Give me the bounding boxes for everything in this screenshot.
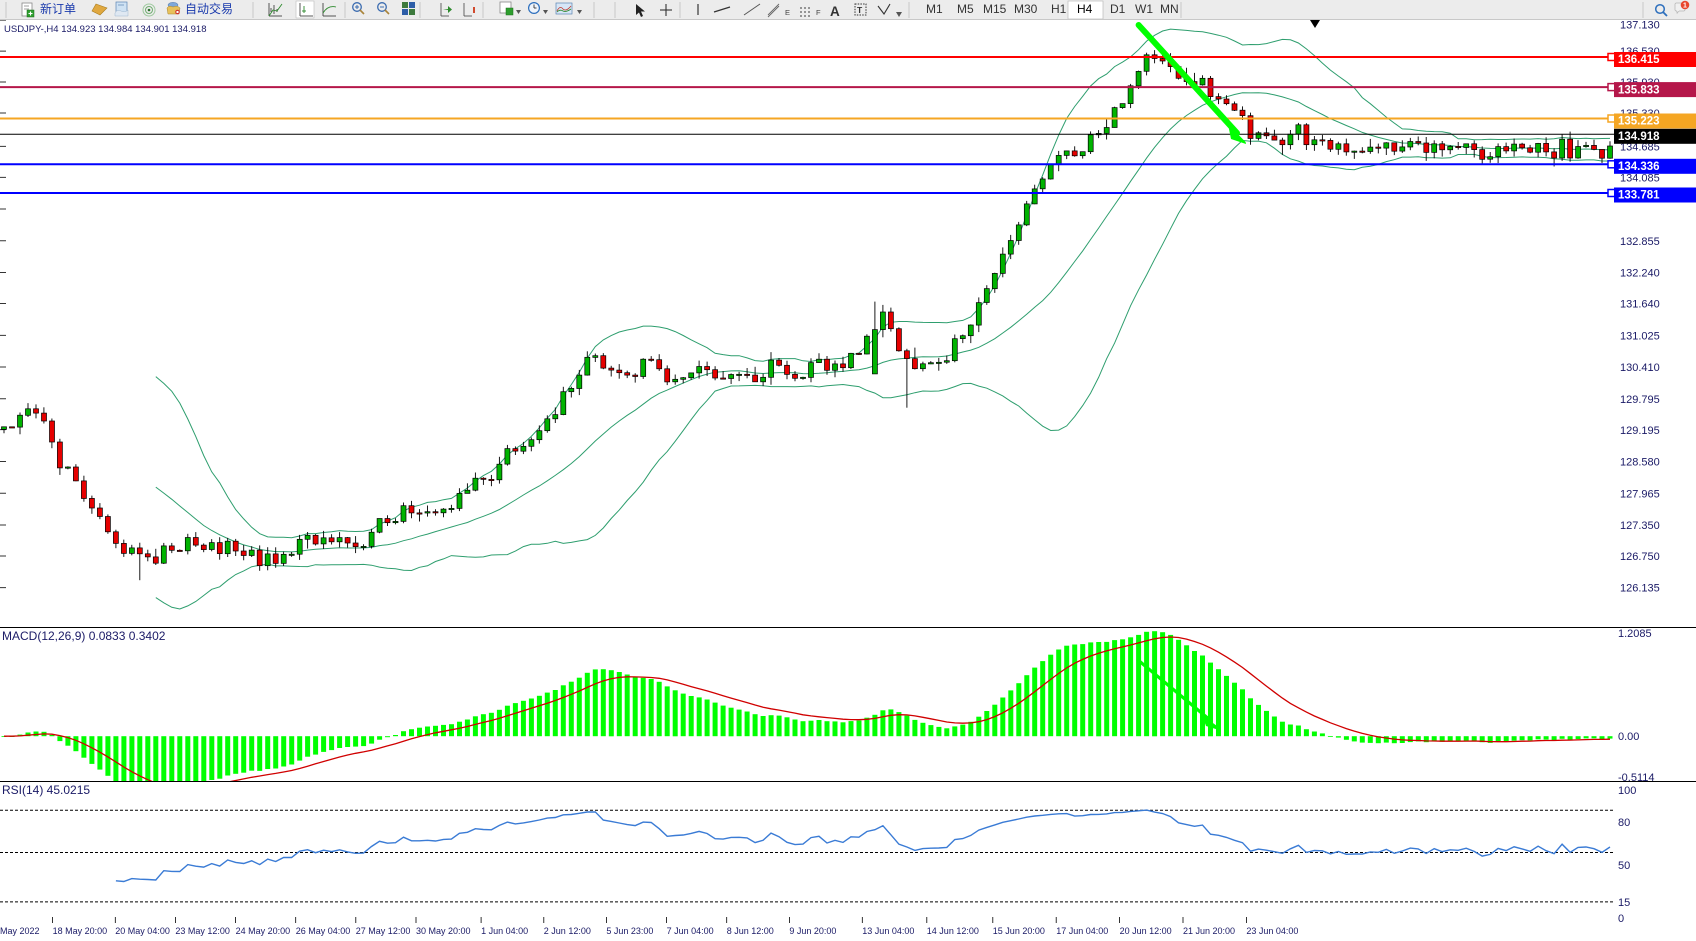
svg-text:A: A	[830, 4, 840, 19]
svg-text:自动交易: 自动交易	[185, 1, 233, 16]
svg-text:2 Jun 12:00: 2 Jun 12:00	[544, 926, 591, 936]
svg-text:80: 80	[1618, 817, 1630, 829]
svg-text:127.965: 127.965	[1620, 488, 1660, 500]
svg-text:D1: D1	[1110, 2, 1126, 16]
svg-text:135.833: 135.833	[1618, 84, 1660, 96]
svg-text:17 Jun 04:00: 17 Jun 04:00	[1056, 926, 1108, 936]
svg-text:E: E	[785, 8, 790, 17]
svg-text:H1: H1	[1051, 2, 1067, 16]
svg-text:8 Jun 12:00: 8 Jun 12:00	[727, 926, 774, 936]
svg-text:1.2085: 1.2085	[1618, 628, 1652, 640]
svg-text:134.336: 134.336	[1618, 161, 1660, 173]
svg-text:MACD(12,26,9) 0.0833 0.3402: MACD(12,26,9) 0.0833 0.3402	[2, 629, 166, 643]
svg-text:132.855: 132.855	[1620, 236, 1660, 248]
svg-text:新订单: 新订单	[40, 1, 76, 16]
svg-text:0.00: 0.00	[1618, 731, 1639, 743]
svg-text:134.918: 134.918	[1618, 131, 1660, 143]
svg-text:RSI(14) 45.0215: RSI(14) 45.0215	[2, 783, 90, 797]
svg-text:M15: M15	[983, 2, 1007, 16]
svg-text:26 May 04:00: 26 May 04:00	[296, 926, 351, 936]
svg-text:131.640: 131.640	[1620, 299, 1660, 311]
svg-text:129.795: 129.795	[1620, 394, 1660, 406]
svg-text:21 Jun 20:00: 21 Jun 20:00	[1183, 926, 1235, 936]
svg-text:-0.5114: -0.5114	[1618, 772, 1655, 782]
svg-text:1: 1	[1683, 3, 1687, 10]
svg-text:128.580: 128.580	[1620, 457, 1660, 469]
svg-text:24 May 20:00: 24 May 20:00	[236, 926, 291, 936]
svg-text:T: T	[857, 5, 863, 15]
svg-text:100: 100	[1618, 785, 1636, 797]
svg-text:MN: MN	[1160, 2, 1179, 16]
svg-text:130.410: 130.410	[1620, 362, 1660, 374]
svg-text:USDJPY-,H4 134.923 134.984 13: USDJPY-,H4 134.923 134.984 134.901 134.9…	[4, 24, 206, 35]
svg-text:30 May 20:00: 30 May 20:00	[416, 926, 471, 936]
svg-text:18 May 20:00: 18 May 20:00	[53, 926, 108, 936]
svg-text:14 Jun 12:00: 14 Jun 12:00	[927, 926, 979, 936]
svg-text:H4: H4	[1077, 2, 1093, 16]
svg-text:M30: M30	[1014, 2, 1038, 16]
svg-text:127.350: 127.350	[1620, 520, 1660, 532]
svg-text:W1: W1	[1135, 2, 1153, 16]
svg-text:135.223: 135.223	[1618, 116, 1660, 128]
svg-text:126.750: 126.750	[1620, 551, 1660, 563]
svg-text:May 2022: May 2022	[0, 926, 40, 936]
svg-text:F: F	[816, 8, 821, 17]
svg-text:M1: M1	[926, 2, 943, 16]
svg-text:23 Jun 04:00: 23 Jun 04:00	[1246, 926, 1298, 936]
svg-text:133.781: 133.781	[1618, 190, 1660, 202]
svg-text:15: 15	[1618, 897, 1630, 909]
svg-text:131.025: 131.025	[1620, 330, 1660, 342]
svg-text:129.195: 129.195	[1620, 425, 1660, 437]
svg-text:27 May 12:00: 27 May 12:00	[356, 926, 411, 936]
svg-text:23 May 12:00: 23 May 12:00	[175, 926, 230, 936]
svg-text:20 Jun 12:00: 20 Jun 12:00	[1120, 926, 1172, 936]
svg-text:M5: M5	[957, 2, 974, 16]
svg-text:137.130: 137.130	[1620, 20, 1660, 32]
svg-text:15 Jun 20:00: 15 Jun 20:00	[993, 926, 1045, 936]
svg-text:0: 0	[1618, 913, 1624, 923]
svg-text:5 Jun 23:00: 5 Jun 23:00	[606, 926, 653, 936]
svg-text:50: 50	[1618, 860, 1630, 872]
svg-text:1 Jun 04:00: 1 Jun 04:00	[481, 926, 528, 936]
svg-text:134.085: 134.085	[1620, 172, 1660, 184]
svg-text:7 Jun 04:00: 7 Jun 04:00	[667, 926, 714, 936]
svg-text:20 May 04:00: 20 May 04:00	[115, 926, 170, 936]
svg-text:9 Jun 20:00: 9 Jun 20:00	[789, 926, 836, 936]
svg-text:13 Jun 04:00: 13 Jun 04:00	[862, 926, 914, 936]
svg-text:126.135: 126.135	[1620, 583, 1660, 595]
svg-text:136.415: 136.415	[1618, 54, 1660, 66]
svg-text:132.240: 132.240	[1620, 268, 1660, 280]
